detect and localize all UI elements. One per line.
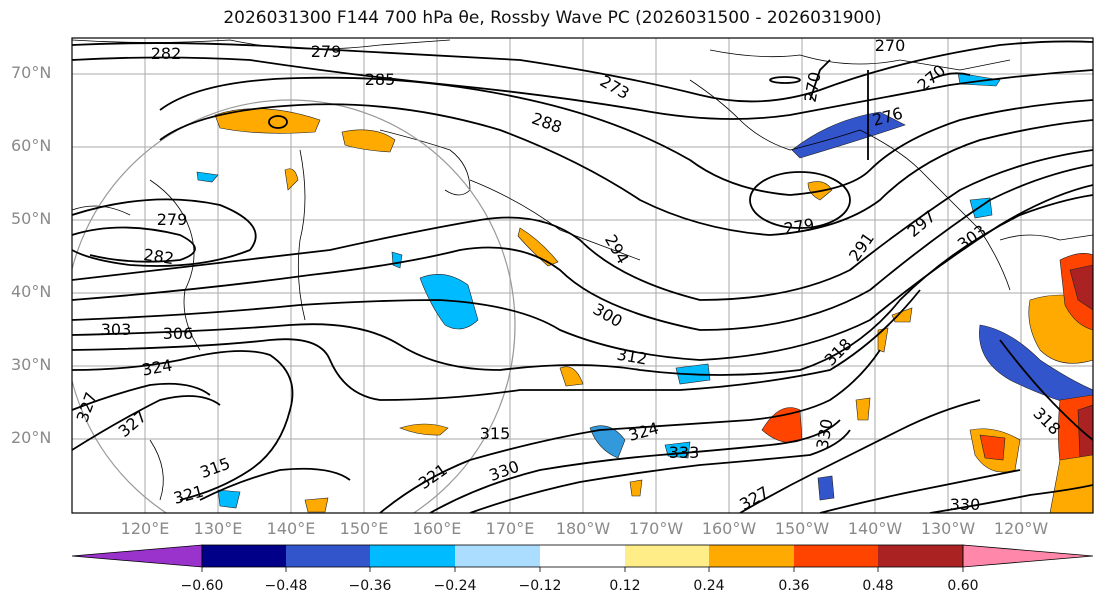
lat-label: 50°N <box>11 209 52 228</box>
colorbar-tick-label: −0.36 <box>348 578 392 594</box>
contour-label: 306 <box>163 324 194 343</box>
colorbar-tick-label: −0.24 <box>433 578 477 594</box>
contour-label: 333 <box>669 443 700 462</box>
lon-label: 120°E <box>120 519 170 538</box>
lon-label: 130°E <box>193 519 243 538</box>
colorbar-bin <box>794 545 878 567</box>
lon-label: 180°W <box>555 519 611 538</box>
contour-label: 279 <box>157 210 188 229</box>
lat-label: 40°N <box>11 282 52 301</box>
colorbar-arrow-low <box>71 544 203 568</box>
plot-title: 2026031300 F144 700 hPa θe, Rossby Wave … <box>223 8 882 28</box>
coastlines <box>72 39 1093 501</box>
colorbar-tick-label: 0.48 <box>862 578 894 594</box>
contour-label: 315 <box>480 424 511 443</box>
lat-label: 20°N <box>11 428 52 447</box>
lon-label: 170°E <box>485 519 535 538</box>
colorbar-bin <box>878 545 963 567</box>
lon-label: 150°W <box>774 519 830 538</box>
colorbar-bin <box>370 545 455 567</box>
colorbar-bin <box>202 545 286 567</box>
contour-label: 303 <box>101 320 132 339</box>
lat-label: 70°N <box>11 63 52 82</box>
projection-circle <box>72 99 516 513</box>
colorbar-tick-label: −0.60 <box>180 578 224 594</box>
colorbar-tick-label: −0.48 <box>264 578 308 594</box>
contour-label: 282 <box>142 245 175 268</box>
colorbar-bin <box>540 545 625 567</box>
contour-label: 279 <box>311 42 342 61</box>
map-frame <box>71 37 1094 514</box>
contour-label: 270 <box>875 36 906 55</box>
contour-label: 330 <box>950 495 981 514</box>
colorbar-bin <box>286 545 370 567</box>
lat-label: 30°N <box>11 355 52 374</box>
lat-label: 60°N <box>11 136 52 155</box>
colorbar-tick-label: 0.60 <box>947 578 979 594</box>
lon-label: 120°W <box>993 519 1049 538</box>
colorbar-arrow-high <box>962 544 1094 568</box>
contour-label: 285 <box>365 70 396 89</box>
lon-label: 150°E <box>339 519 389 538</box>
lon-label: 160°E <box>412 519 462 538</box>
colorbar-bin <box>455 545 540 567</box>
colorbar-bin <box>709 545 794 567</box>
colorbar <box>71 544 1094 572</box>
closed-contours <box>268 76 851 229</box>
contour-label: 282 <box>151 44 182 63</box>
colorbar-tick-label: 0.24 <box>693 578 725 594</box>
lon-label: 160°W <box>701 519 757 538</box>
colorbar-bin <box>625 545 709 567</box>
colorbar-tick-label: −0.12 <box>518 578 562 594</box>
theta-e-contours <box>72 40 1093 513</box>
lon-label: 140°E <box>266 519 316 538</box>
colorbar-tick-label: 0.36 <box>778 578 810 594</box>
lon-label: 140°W <box>847 519 903 538</box>
lon-label: 170°W <box>628 519 684 538</box>
lon-label: 130°W <box>920 519 976 538</box>
colorbar-tick-label: 0.12 <box>609 578 641 594</box>
